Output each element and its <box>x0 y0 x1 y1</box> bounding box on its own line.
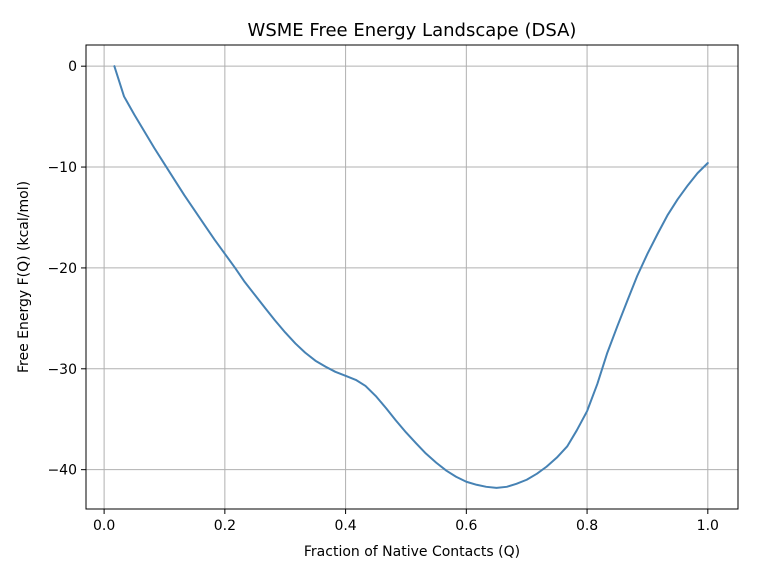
x-tick-label: 0.0 <box>93 518 115 534</box>
grid-lines <box>86 45 738 509</box>
chart-title: WSME Free Energy Landscape (DSA) <box>248 20 577 41</box>
y-tick-label: −10 <box>47 160 77 176</box>
x-tick-label: 1.0 <box>697 518 719 534</box>
y-tick-label: −20 <box>47 261 77 277</box>
series-line-0 <box>113 65 709 489</box>
y-tick-label: 0 <box>68 59 77 75</box>
y-tick-label: −30 <box>47 362 77 378</box>
x-tick-label: 0.6 <box>455 518 477 534</box>
ticks: 0.0 0.2 0.4 0.6 0.8 1.0 0 −10 −20 −30 −40 <box>47 59 718 534</box>
x-tick-label: 0.8 <box>576 518 598 534</box>
series-layer <box>113 65 709 489</box>
plot-frame <box>85 44 739 510</box>
y-tick-label: −40 <box>47 463 77 479</box>
x-axis-label: Fraction of Native Contacts (Q) <box>304 544 520 560</box>
y-axis-label: Free Energy F(Q) (kcal/mol) <box>16 181 32 373</box>
x-tick-label: 0.4 <box>334 518 356 534</box>
x-tick-label: 0.2 <box>214 518 236 534</box>
